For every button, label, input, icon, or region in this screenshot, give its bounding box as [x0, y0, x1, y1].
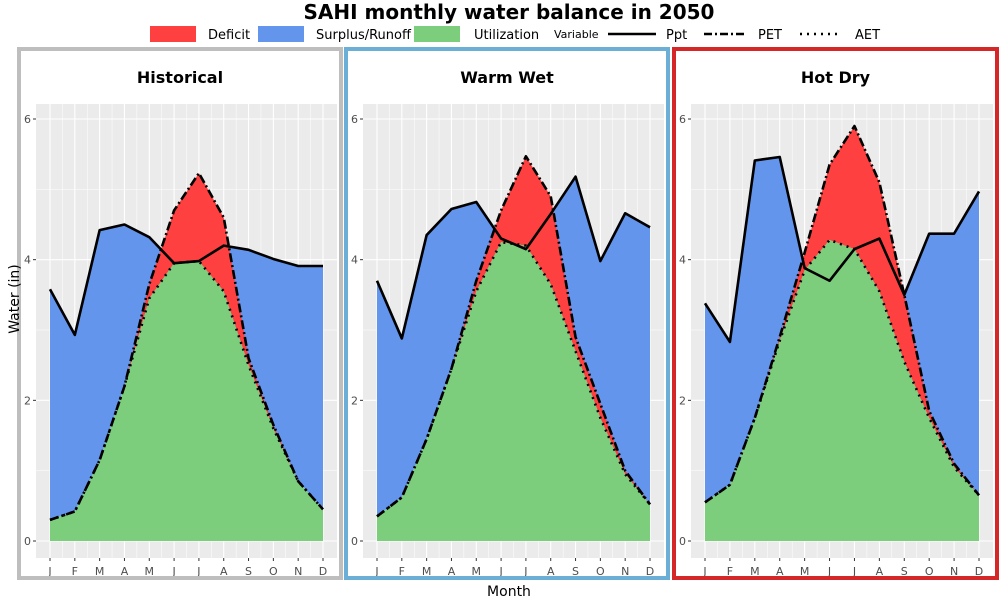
legend-label-aet: AET	[855, 28, 880, 43]
utilization-area	[705, 239, 979, 541]
y-tick-label: 2	[24, 394, 31, 407]
y-tick-label: 0	[24, 535, 31, 548]
panel-title: Historical	[137, 68, 223, 87]
x-tick-label: M	[422, 565, 432, 578]
x-tick-label: S	[245, 565, 252, 578]
x-tick-label: F	[399, 565, 405, 578]
x-tick-label: J	[47, 565, 51, 578]
y-tick-label: 2	[351, 394, 358, 407]
utilization-area	[377, 242, 650, 542]
y-tick-label: 2	[679, 394, 686, 407]
panel-warm-wet: 0 2 4 6 J F M A M J J A S O N D Warm Wet	[344, 47, 670, 580]
x-tick-label: J	[702, 565, 706, 578]
ppt-line	[703, 155, 981, 344]
x-tick-label: M	[95, 565, 105, 578]
ppt-line	[48, 223, 323, 337]
y-tick-label: 4	[351, 254, 358, 267]
y-tick-label: 0	[679, 535, 686, 548]
y-tick-label: 4	[679, 254, 686, 267]
panel-title: Hot Dry	[801, 68, 871, 87]
y-axis-label: Water (in)	[7, 264, 23, 334]
x-tick-label: M	[145, 565, 155, 578]
x-tick-label: S	[901, 565, 908, 578]
x-axis-label: Month	[487, 584, 531, 600]
x-tick-label: F	[72, 565, 78, 578]
x-tick-label: O	[596, 565, 605, 578]
chart-title: SAHI monthly water balance in 2050	[304, 0, 715, 24]
y-tick-label: 4	[24, 254, 31, 267]
panel-border	[672, 47, 999, 580]
legend: Deficit Surplus/Runoff Utilization Varia…	[150, 26, 880, 43]
legend-label-utilization: Utilization	[474, 28, 539, 43]
x-tick-label: J	[374, 565, 378, 578]
x-tick-label: D	[646, 565, 654, 578]
aet-line	[376, 240, 652, 518]
y-tick-label: 6	[679, 113, 686, 126]
panel-border	[344, 47, 670, 580]
deficit-area	[705, 126, 979, 503]
x-tick-label: M	[750, 565, 760, 578]
ppt-line	[375, 175, 651, 340]
panel-title: Warm Wet	[460, 68, 554, 87]
surplus-area	[50, 224, 323, 520]
surplus-area	[377, 176, 650, 517]
y-tick-label: 6	[351, 113, 358, 126]
x-tick-label: A	[121, 565, 129, 578]
x-tick-label: A	[547, 565, 555, 578]
legend-label-ppt: Ppt	[666, 28, 687, 43]
y-tick-label: 6	[24, 113, 31, 126]
legend-swatch-surplus	[258, 26, 304, 42]
x-tick-label: A	[448, 565, 456, 578]
x-tick-label: D	[975, 565, 983, 578]
x-tick-label: M	[800, 565, 810, 578]
x-tick-label: D	[319, 565, 327, 578]
x-tick-label: J	[852, 565, 856, 578]
legend-title-variable: Variable	[554, 28, 599, 41]
legend-label-deficit: Deficit	[208, 28, 250, 43]
x-tick-label: M	[472, 565, 482, 578]
pet-line	[704, 124, 981, 504]
x-tick-label: J	[498, 565, 502, 578]
x-tick-label: J	[196, 565, 200, 578]
x-tick-label: O	[925, 565, 934, 578]
panel-hot-dry: 0 2 4 6 J F M A M J J A S O N D Hot Dry	[672, 47, 999, 580]
legend-swatch-utilization	[414, 26, 460, 42]
y-tick-label: 0	[351, 535, 358, 548]
x-tick-label: O	[269, 565, 278, 578]
x-tick-label: J	[827, 565, 831, 578]
legend-label-pet: PET	[758, 28, 782, 43]
x-tick-label: N	[950, 565, 958, 578]
x-tick-label: N	[294, 565, 302, 578]
panel-historical: 0 2 4 6 J F M A M J J A S O N D Historical	[17, 47, 343, 580]
x-tick-label: J	[171, 565, 175, 578]
x-tick-label: J	[523, 565, 527, 578]
legend-label-surplus: Surplus/Runoff	[316, 28, 412, 43]
utilization-area	[50, 261, 323, 541]
x-tick-label: F	[727, 565, 733, 578]
legend-swatch-deficit	[150, 26, 196, 42]
pet-line	[376, 154, 652, 518]
x-tick-label: S	[572, 565, 579, 578]
x-tick-label: N	[621, 565, 629, 578]
pet-line	[49, 171, 324, 522]
x-tick-label: A	[776, 565, 784, 578]
x-tick-label: A	[876, 565, 884, 578]
x-tick-label: A	[220, 565, 228, 578]
deficit-area	[50, 173, 323, 520]
deficit-area	[377, 156, 650, 517]
surplus-area	[705, 156, 979, 503]
panel-border	[17, 47, 343, 580]
